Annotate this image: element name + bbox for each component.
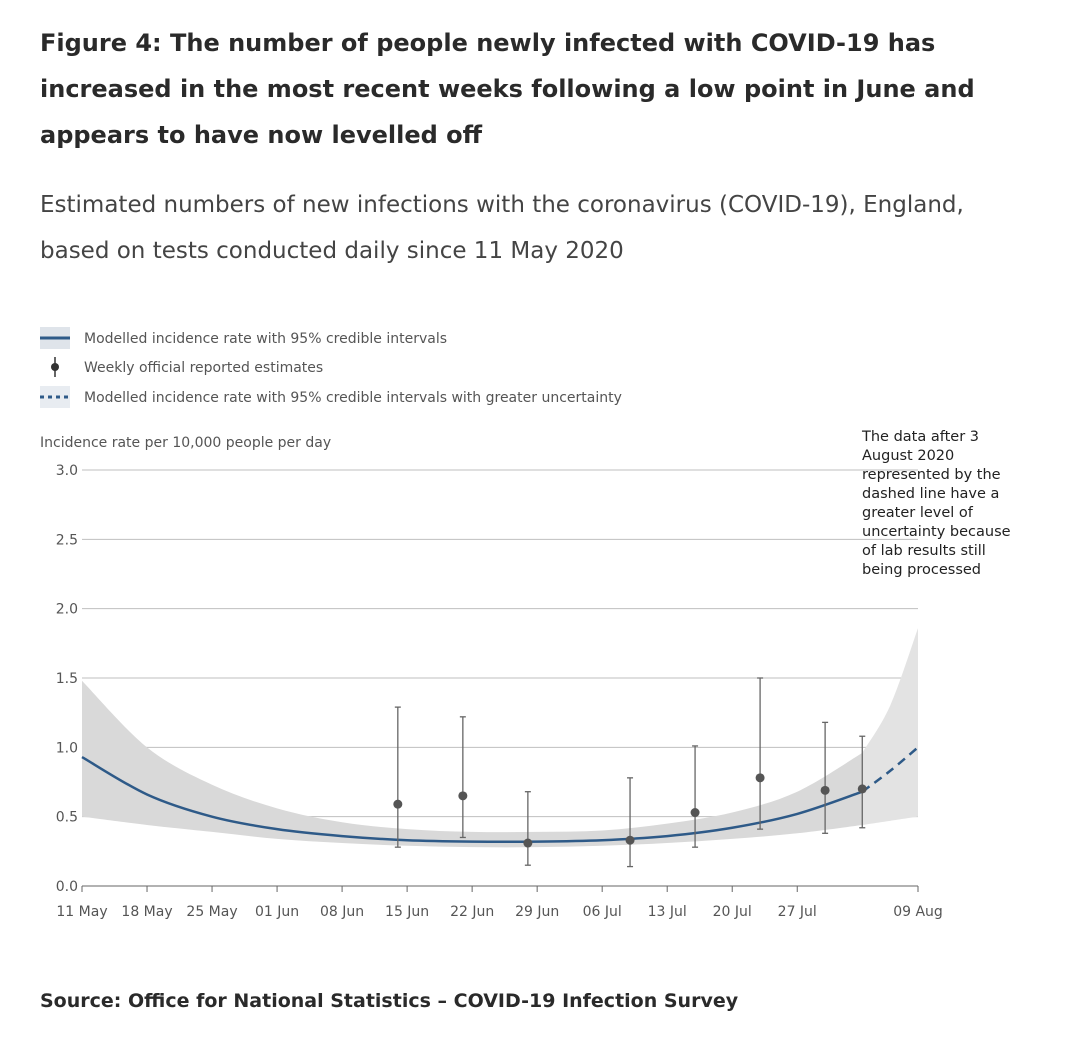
legend-marker-swatch — [51, 363, 59, 371]
x-tick-label: 13 Jul — [648, 904, 687, 920]
y-tick-label: 2.0 — [56, 602, 78, 618]
y-tick-label: 3.0 — [56, 463, 78, 479]
weekly-estimate-point — [690, 808, 700, 818]
annotation-line: greater level of — [862, 505, 974, 521]
x-tick-label: 18 May — [121, 904, 172, 920]
weekly-estimates — [393, 677, 867, 868]
chart-labels: Modelled incidence rate with 95% credibl… — [40, 331, 1011, 920]
credible-band — [82, 680, 863, 848]
y-tick-label: 0.0 — [56, 879, 78, 895]
figure-subtitle: Estimated numbers of new infections with… — [40, 192, 964, 264]
x-tick-label: 20 Jul — [713, 904, 752, 920]
weekly-estimate-point — [857, 784, 867, 794]
x-tick-label: 29 Jun — [515, 904, 559, 920]
source-note: Source: Office for National Statistics –… — [40, 990, 739, 1012]
weekly-estimate-point — [755, 773, 765, 783]
x-tick-label: 25 May — [186, 904, 237, 920]
uncertain-credible-band — [862, 628, 918, 825]
x-tick-label: 08 Jun — [320, 904, 364, 920]
x-tick-label: 11 May — [56, 904, 107, 920]
legend-band-uncertain-swatch — [40, 386, 70, 408]
annotation-line: of lab results still — [862, 543, 986, 559]
weekly-estimate-point — [393, 799, 403, 809]
annotation-line: The data after 3 — [861, 429, 979, 445]
legend-label: Modelled incidence rate with 95% credibl… — [84, 331, 447, 347]
legend-label: Modelled incidence rate with 95% credibl… — [84, 390, 622, 406]
annotation-line: dashed line have a — [862, 486, 999, 502]
x-tick-label: 06 Jul — [583, 904, 622, 920]
legend-marks — [40, 327, 70, 408]
x-tick-label: 15 Jun — [385, 904, 429, 920]
series-lines — [81, 746, 919, 844]
y-tick-label: 1.5 — [56, 671, 78, 687]
credible-interval-bands — [82, 628, 918, 848]
y-axis-label: Incidence rate per 10,000 people per day — [40, 435, 331, 451]
y-tick-label: 2.5 — [56, 532, 78, 548]
weekly-estimate-point — [523, 838, 533, 848]
incidence-chart: Modelled incidence rate with 95% credibl… — [40, 327, 1011, 920]
annotation-line: being processed — [862, 562, 981, 578]
annotation-line: represented by the — [862, 467, 1001, 483]
x-tick-label: 27 Jul — [778, 904, 817, 920]
annotation-line: August 2020 — [862, 448, 954, 464]
weekly-estimate-point — [458, 791, 468, 801]
figure-title: Figure 4: The number of people newly inf… — [40, 29, 975, 149]
annotation-line: uncertainty because — [862, 524, 1011, 540]
weekly-estimate-point — [820, 785, 830, 795]
modelled-line-solid — [81, 755, 863, 844]
modelled-line-dashed — [861, 746, 919, 793]
weekly-estimate-point — [625, 835, 635, 845]
y-tick-label: 0.5 — [56, 810, 78, 826]
y-tick-label: 1.0 — [56, 740, 78, 756]
legend-label: Weekly official reported estimates — [84, 360, 323, 376]
x-tick-label: 01 Jun — [255, 904, 299, 920]
x-tick-label: 22 Jun — [450, 904, 494, 920]
x-tick-label: 09 Aug — [893, 904, 943, 920]
